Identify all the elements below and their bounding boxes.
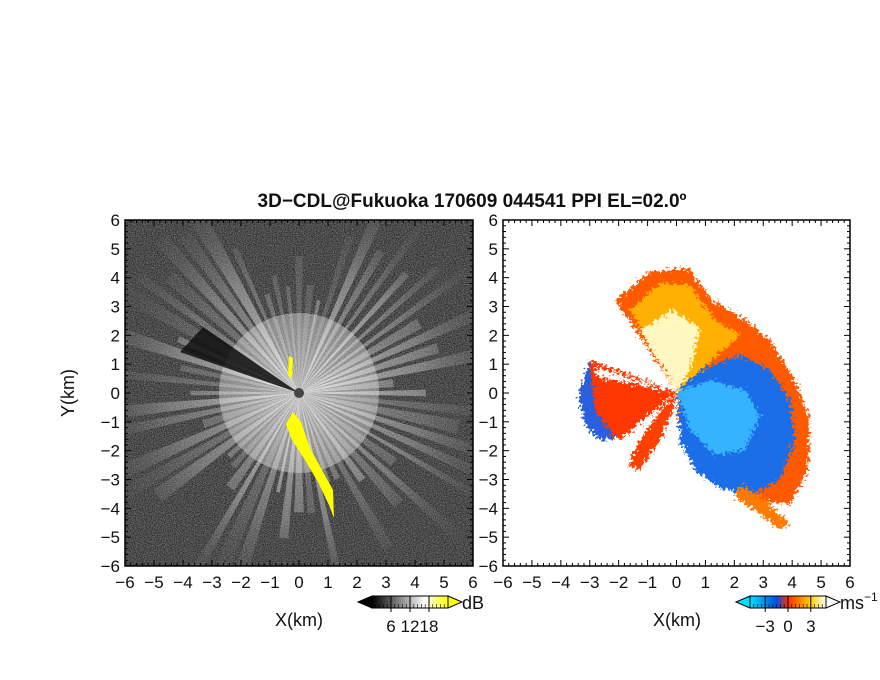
reflectivity-beams — [125, 220, 473, 566]
x-tick-label: 3 — [381, 573, 390, 592]
velocity-panel: −6 −5 −4 −3 −2 −1 0 1 2 3 4 5 6 6543210−1−2−3−4−5−6 … — [479, 211, 855, 630]
velocity-west-blue-fringe — [578, 360, 615, 440]
y-tick-label: 4 — [489, 269, 498, 288]
reflectivity-x-tick-labels: −6 −5 −4 −3 −2 −1 0 1 2 3 4 5 6 — [115, 573, 477, 592]
y-tick-label: 6 — [489, 211, 498, 230]
x-tick-label: 6 — [845, 573, 854, 592]
velocity-cyan-core — [677, 380, 760, 455]
reflectivity-yellow-echo — [286, 412, 334, 518]
y-tick-label: 1 — [489, 355, 498, 374]
y-tick-label: −2 — [479, 442, 498, 461]
velocity-colorbar-arrow-left — [734, 595, 751, 609]
x-tick-label: 1 — [323, 573, 332, 592]
colorbar-tick-label: 6 — [386, 617, 395, 636]
velocity-south-tongue — [735, 485, 790, 530]
velocity-colorbar-arrow-right — [825, 595, 842, 609]
reflectivity-colorbar-arrow-left — [356, 595, 373, 609]
velocity-x-tick-labels: −6 −5 −4 −3 −2 −1 0 1 2 3 4 5 6 — [493, 573, 854, 592]
colorbar-tick-label: 12 — [401, 617, 420, 636]
x-tick-label: −2 — [609, 573, 628, 592]
x-tick-label: −1 — [638, 573, 657, 592]
y-tick-label: 2 — [111, 326, 120, 345]
velocity-colorbar-unit-base: ms — [840, 593, 864, 613]
reflectivity-colorbar-ticks: 6 12 18 — [375, 596, 445, 636]
reflectivity-shadow-sector — [180, 327, 299, 393]
y-tick-label: −4 — [479, 499, 498, 518]
y-tick-label: 3 — [111, 298, 120, 317]
x-tick-label: 0 — [294, 573, 303, 592]
x-tick-label: 3 — [759, 573, 768, 592]
y-tick-label: 6 — [111, 211, 120, 230]
reflectivity-colorbar: 6 12 18 dB — [356, 593, 484, 636]
x-tick-label: 5 — [816, 573, 825, 592]
reflectivity-panel: −6 −5 −4 −3 −2 −1 0 1 2 3 4 5 6 6543210−1−2−3−4−5−6 … — [58, 211, 478, 630]
velocity-axis-ticks — [502, 219, 851, 567]
y-tick-label: 4 — [111, 269, 120, 288]
y-tick-label: 0 — [489, 384, 498, 403]
x-tick-label: 4 — [410, 573, 419, 592]
y-tick-label: 5 — [111, 240, 120, 259]
chart-title: 3D−CDL@Fukuoka 170609 044541 PPI EL=02.0… — [258, 191, 687, 212]
y-tick-label: 3 — [489, 298, 498, 317]
y-tick-label: −6 — [101, 557, 120, 576]
x-tick-label: 1 — [701, 573, 710, 592]
x-tick-label: −5 — [144, 573, 163, 592]
x-tick-label: −3 — [202, 573, 221, 592]
y-tick-label: −4 — [101, 499, 120, 518]
colorbar-tick-label: 3 — [806, 617, 815, 636]
y-tick-label: 1 — [111, 355, 120, 374]
velocity-colorbar-ticks: −3 0 3 — [753, 596, 823, 636]
y-tick-label: −1 — [479, 413, 498, 432]
y-tick-label: 0 — [111, 384, 120, 403]
colorbar-tick-label: −3 — [756, 617, 775, 636]
x-tick-label: 5 — [439, 573, 448, 592]
velocity-white-core — [640, 310, 700, 392]
velocity-gap-wedge — [592, 366, 677, 392]
x-tick-label: 2 — [352, 573, 361, 592]
x-tick-label: −2 — [231, 573, 250, 592]
x-tick-label: −1 — [260, 573, 279, 592]
x-tick-label: −4 — [173, 573, 192, 592]
y-tick-label: −3 — [101, 471, 120, 490]
x-tick-label: −3 — [580, 573, 599, 592]
velocity-colorbar-unit: ms−1 — [840, 590, 878, 613]
y-tick-label: 5 — [489, 240, 498, 259]
velocity-colorbar-unit-exponent: −1 — [864, 590, 878, 604]
reflectivity-beam — [299, 393, 473, 417]
velocity-y-tick-labels: 6 5 4 3 2 1 0 −1 −2 −3 −4 −5 −6 — [479, 211, 498, 576]
colorbar-tick-label: 0 — [783, 617, 792, 636]
velocity-southwest-band — [628, 392, 677, 470]
x-tick-label: −4 — [551, 573, 570, 592]
reflectivity-axis-ticks — [124, 219, 474, 567]
reflectivity-y-tick-labels: 6 5 4 3 2 1 0 −1 −2 −3 −4 −5 −6 — [101, 211, 120, 576]
y-tick-label: −3 — [479, 471, 498, 490]
reflectivity-yellow-echo-north — [288, 356, 293, 378]
x-tick-label: 4 — [787, 573, 796, 592]
x-tick-label: 2 — [730, 573, 739, 592]
y-tick-label: −5 — [101, 528, 120, 547]
reflectivity-x-axis-label: X(km) — [275, 610, 323, 630]
y-tick-label: −1 — [101, 413, 120, 432]
x-tick-label: −6 — [115, 573, 134, 592]
reflectivity-y-axis-label: Y(km) — [58, 369, 78, 417]
x-tick-label: 0 — [672, 573, 681, 592]
velocity-colorbar: −3 0 3 ms−1 — [734, 590, 878, 636]
reflectivity-colorbar-arrow-right — [447, 595, 464, 609]
velocity-west-band — [578, 360, 677, 440]
x-tick-label: −5 — [522, 573, 541, 592]
radar-site-left — [294, 388, 304, 398]
x-tick-label: 6 — [468, 573, 477, 592]
y-tick-label: 2 — [489, 326, 498, 345]
y-tick-label: −2 — [101, 442, 120, 461]
reflectivity-colorbar-unit: dB — [462, 593, 484, 613]
velocity-x-axis-label: X(km) — [653, 610, 701, 630]
colorbar-tick-label: 18 — [420, 617, 439, 636]
y-tick-label: −6 — [479, 557, 498, 576]
y-tick-label: −5 — [479, 528, 498, 547]
x-tick-label: −6 — [493, 573, 512, 592]
